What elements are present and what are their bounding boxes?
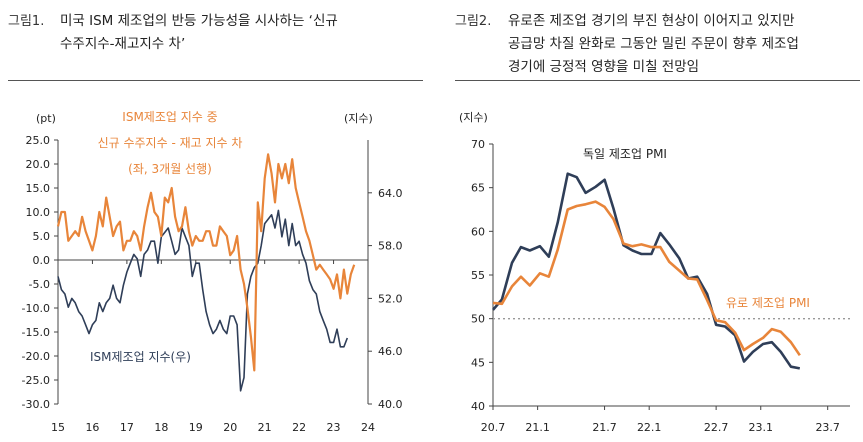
x-tick-label: 22 [292,421,306,434]
left-tick-label: 25.0 [26,134,51,147]
figure-1-number: 그림1. [8,14,45,29]
figure-1: 그림1. 미국 ISM 제조업의 반등 가능성을 시사하는 ‘신규 수주지수-재… [0,0,430,442]
x-tick-label: 16 [85,421,99,434]
x-tick-label: 23 [327,421,341,434]
y-tick-label: 45 [471,356,485,369]
figure-2-title-line3: 경기에 긍정적 영향을 미칠 전망임 [508,59,700,75]
right-axis-unit: (지수) [344,112,373,125]
left-tick-label: 20.0 [26,158,51,171]
x-tick-label: 23.1 [749,421,774,434]
x-tick-label: 23.7 [815,421,840,434]
x-tick-label: 20 [223,421,237,434]
x-tick-label: 17 [120,421,134,434]
figure-2-chart: (지수) 70 65 60 55 50 45 40 20.7 21.1 21.7 22.1 22.7 23… [459,111,850,434]
y-tick-label: 60 [471,225,485,238]
right-tick-label: 46.0 [378,345,403,358]
left-tick-label: -20.0 [22,350,50,363]
y-tick-label: 50 [471,313,485,326]
y-tick-label: 55 [471,269,485,282]
left-tick-label: 0.0 [33,254,51,267]
right-tick-label: 52.0 [378,292,403,305]
x-tick-label: 18 [154,421,168,434]
figure-2: 그림2. 유로존 제조업 경기의 부진 현상이 이어지고 있지만 공급망 차질 … [433,0,863,442]
figure-1-title-line2: 수주지수-재고지수 차’ [60,36,186,52]
left-tick-label: -5.0 [29,278,50,291]
x-tick-label: 21.1 [525,421,550,434]
x-tick-label: 15 [51,421,65,434]
annotation-orange-line2: 신규 수주지수 - 재고 지수 차 [98,136,243,150]
left-tick-label: -10.0 [22,302,50,315]
series-ism-index-line [57,209,349,392]
series-orders-minus-inventory-line [56,153,356,372]
y-tick-label: 65 [471,182,485,195]
y-tick-label: 70 [471,138,485,151]
y-axis-unit: (지수) [459,111,488,124]
figure-2-divider [455,80,860,81]
figure-2-title-line2: 공급망 차질 완화로 그동안 밀린 주문이 향후 제조업 [508,36,799,52]
label-euro-pmi: 유로 제조업 PMI [726,296,810,310]
right-tick-label: 58.0 [378,240,403,253]
x-tick-label: 20.7 [481,421,506,434]
left-tick-label: -30.0 [22,398,50,411]
figure-1-chart: (pt) (지수) 25.0 20.0 15.0 10.0 5.0 0.0 -5.0 -10.0 -… [22,110,403,434]
right-tick-label: 40.0 [378,398,403,411]
x-tick-label: 22.1 [637,421,662,434]
figure-1-divider [8,80,423,81]
label-germany-pmi: 독일 제조업 PMI [583,147,667,161]
left-tick-label: 5.0 [33,230,51,243]
series-germany-pmi-line [492,172,801,370]
left-tick-label: 15.0 [26,182,51,195]
figure-2-title-line1: 유로존 제조업 경기의 부진 현상이 이어지고 있지만 [508,13,795,29]
annotation-orange-line1: ISM제조업 지수 중 [122,110,217,124]
series-euro-pmi-line [492,200,801,357]
annotation-navy: ISM제조업 지수(우) [90,350,191,364]
x-tick-label: 24 [361,421,375,434]
x-tick-label: 19 [189,421,203,434]
left-tick-label: -25.0 [22,374,50,387]
figure-1-title-line1: 미국 ISM 제조업의 반등 가능성을 시사하는 ‘신규 [60,13,338,29]
x-tick-label: 21.7 [592,421,617,434]
left-axis-unit: (pt) [36,112,56,125]
left-tick-label: -15.0 [22,326,50,339]
annotation-orange-line3: (좌, 3개월 선행) [128,161,212,176]
y-tick-label: 40 [471,400,485,413]
left-tick-label: 10.0 [26,206,51,219]
figure-2-number: 그림2. [455,14,492,29]
right-tick-label: 64.0 [378,187,403,200]
x-tick-label: 21 [258,421,272,434]
x-tick-label: 22.7 [704,421,729,434]
